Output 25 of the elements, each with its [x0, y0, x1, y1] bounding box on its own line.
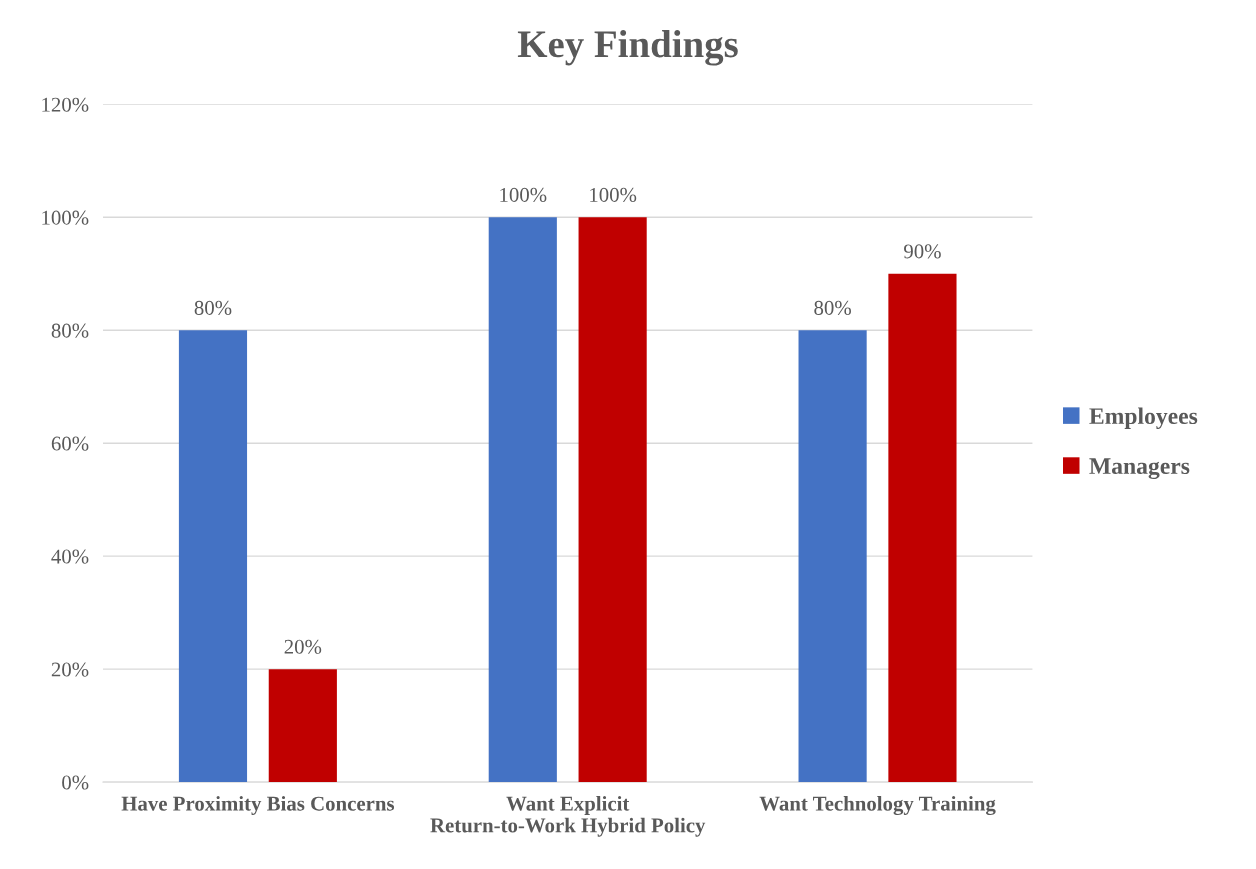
chart-title: Key Findings: [517, 30, 738, 66]
y-tick-label: 40%: [51, 549, 89, 564]
data-label: 100%: [590, 187, 637, 202]
bar: [178, 330, 248, 783]
data-label: 80%: [194, 300, 232, 315]
data-label: 100%: [500, 187, 547, 202]
x-tick-label: Want Explicit Return-to-Work Hybrid Policy: [430, 795, 706, 837]
bar: [578, 217, 647, 783]
x-tick-label: Have Proximity Bias Concerns: [121, 795, 395, 815]
legend-label: Employees: [1089, 407, 1198, 429]
x-tick-label: Want Technology Training: [759, 795, 996, 816]
bar: [888, 273, 957, 783]
bar: [488, 217, 557, 783]
bar: [268, 669, 337, 783]
data-label: 80%: [814, 300, 851, 315]
y-tick-label: 20%: [51, 662, 89, 677]
y-tick-label: 100%: [42, 210, 89, 225]
data-label: 90%: [904, 244, 941, 259]
y-tick-label: 0%: [62, 775, 89, 790]
data-label: 20%: [284, 639, 322, 654]
y-tick-label: 60%: [51, 436, 89, 451]
y-tick-label: 80%: [51, 323, 89, 338]
legend-label: Managers: [1089, 458, 1190, 480]
y-tick-label: 120%: [42, 97, 89, 112]
bar: [798, 330, 867, 783]
